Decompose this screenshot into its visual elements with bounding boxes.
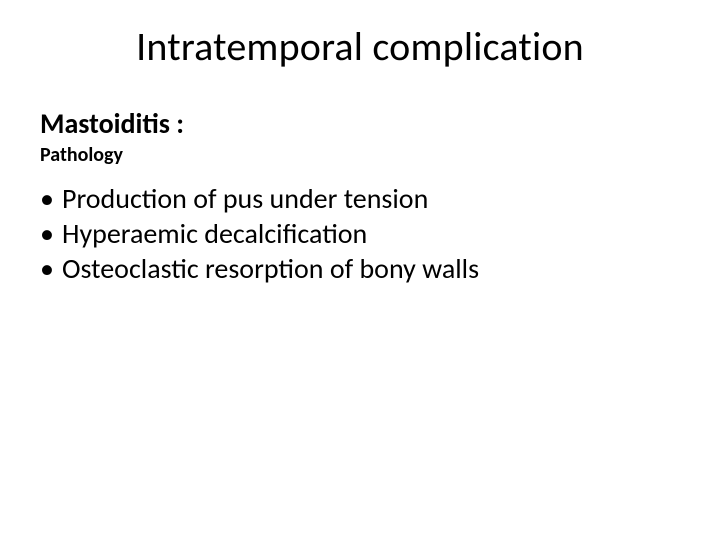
slide: Intratemporal complication Mastoiditis :…: [0, 0, 720, 540]
subheading-pathology: Pathology: [40, 143, 680, 167]
bullet-text: Production of pus under tension: [62, 181, 680, 216]
bullet-list: • Production of pus under tension • Hype…: [40, 181, 680, 286]
bullet-text: Osteoclastic resorption of bony walls: [62, 251, 680, 286]
slide-title: Intratemporal complication: [0, 22, 720, 71]
slide-body: Mastoiditis : Pathology • Production of …: [40, 106, 680, 286]
subheading-mastoiditis: Mastoiditis :: [40, 106, 680, 141]
bullet-dot-icon: •: [40, 181, 62, 216]
bullet-item: • Osteoclastic resorption of bony walls: [40, 251, 680, 286]
bullet-item: • Production of pus under tension: [40, 181, 680, 216]
bullet-text: Hyperaemic decalcification: [62, 216, 680, 251]
bullet-item: • Hyperaemic decalcification: [40, 216, 680, 251]
bullet-dot-icon: •: [40, 216, 62, 251]
bullet-dot-icon: •: [40, 251, 62, 286]
